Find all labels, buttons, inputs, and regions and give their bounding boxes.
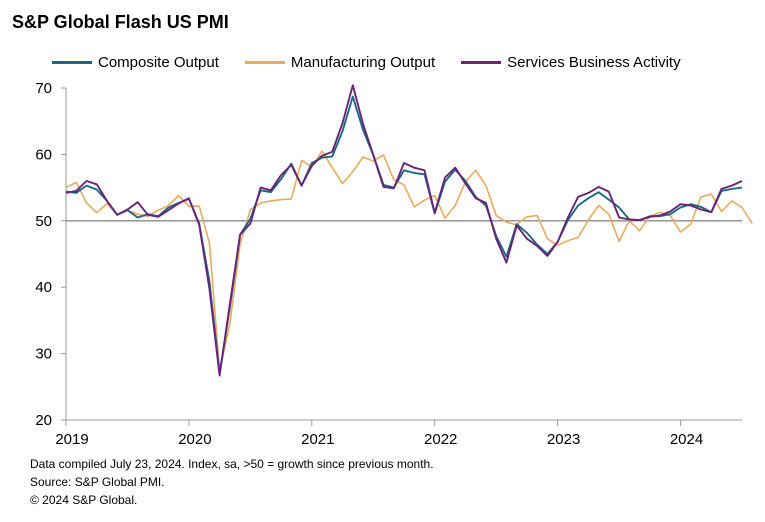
chart-legend: Composite Output Manufacturing Output Se… bbox=[52, 50, 707, 74]
x-tick-label: 2022 bbox=[424, 431, 457, 448]
legend-item-composite: Composite Output bbox=[52, 54, 219, 71]
legend-swatch-composite bbox=[52, 60, 92, 64]
series-line-manufacturing bbox=[65, 150, 753, 372]
y-tick-label: 50 bbox=[35, 213, 52, 230]
legend-swatch-manufacturing bbox=[244, 60, 285, 64]
series-line-composite bbox=[65, 95, 743, 375]
y-tick-label: 40 bbox=[35, 279, 52, 296]
legend-swatch-services bbox=[461, 60, 502, 64]
y-tick-label: 30 bbox=[35, 346, 52, 363]
x-tick-label: 2024 bbox=[670, 431, 703, 448]
x-tick-label: 2021 bbox=[301, 431, 334, 448]
legend-label-manufacturing: Manufacturing Output bbox=[290, 53, 436, 71]
legend-label-composite: Composite Output bbox=[98, 53, 219, 71]
y-tick-label: 70 bbox=[35, 80, 52, 97]
footnote-source: Source: S&P Global PMI. bbox=[30, 475, 165, 489]
legend-item-manufacturing: Manufacturing Output bbox=[244, 53, 436, 71]
chart-title: S&P Global Flash US PMI bbox=[12, 12, 229, 32]
x-tick-label: 2019 bbox=[55, 431, 88, 448]
legend-label-services: Services Business Activity bbox=[507, 53, 681, 71]
series-line-services bbox=[65, 84, 743, 377]
footnote-copyright: © 2024 S&P Global. bbox=[30, 493, 138, 507]
x-tick-label: 2023 bbox=[547, 431, 580, 448]
x-tick-label: 2020 bbox=[178, 431, 211, 448]
footnote-data-compiled: Data compiled July 23, 2024. Index, sa, … bbox=[30, 457, 434, 471]
y-tick-label: 20 bbox=[35, 412, 52, 429]
legend-item-services: Services Business Activity bbox=[461, 53, 681, 71]
y-tick-label: 60 bbox=[35, 146, 52, 163]
